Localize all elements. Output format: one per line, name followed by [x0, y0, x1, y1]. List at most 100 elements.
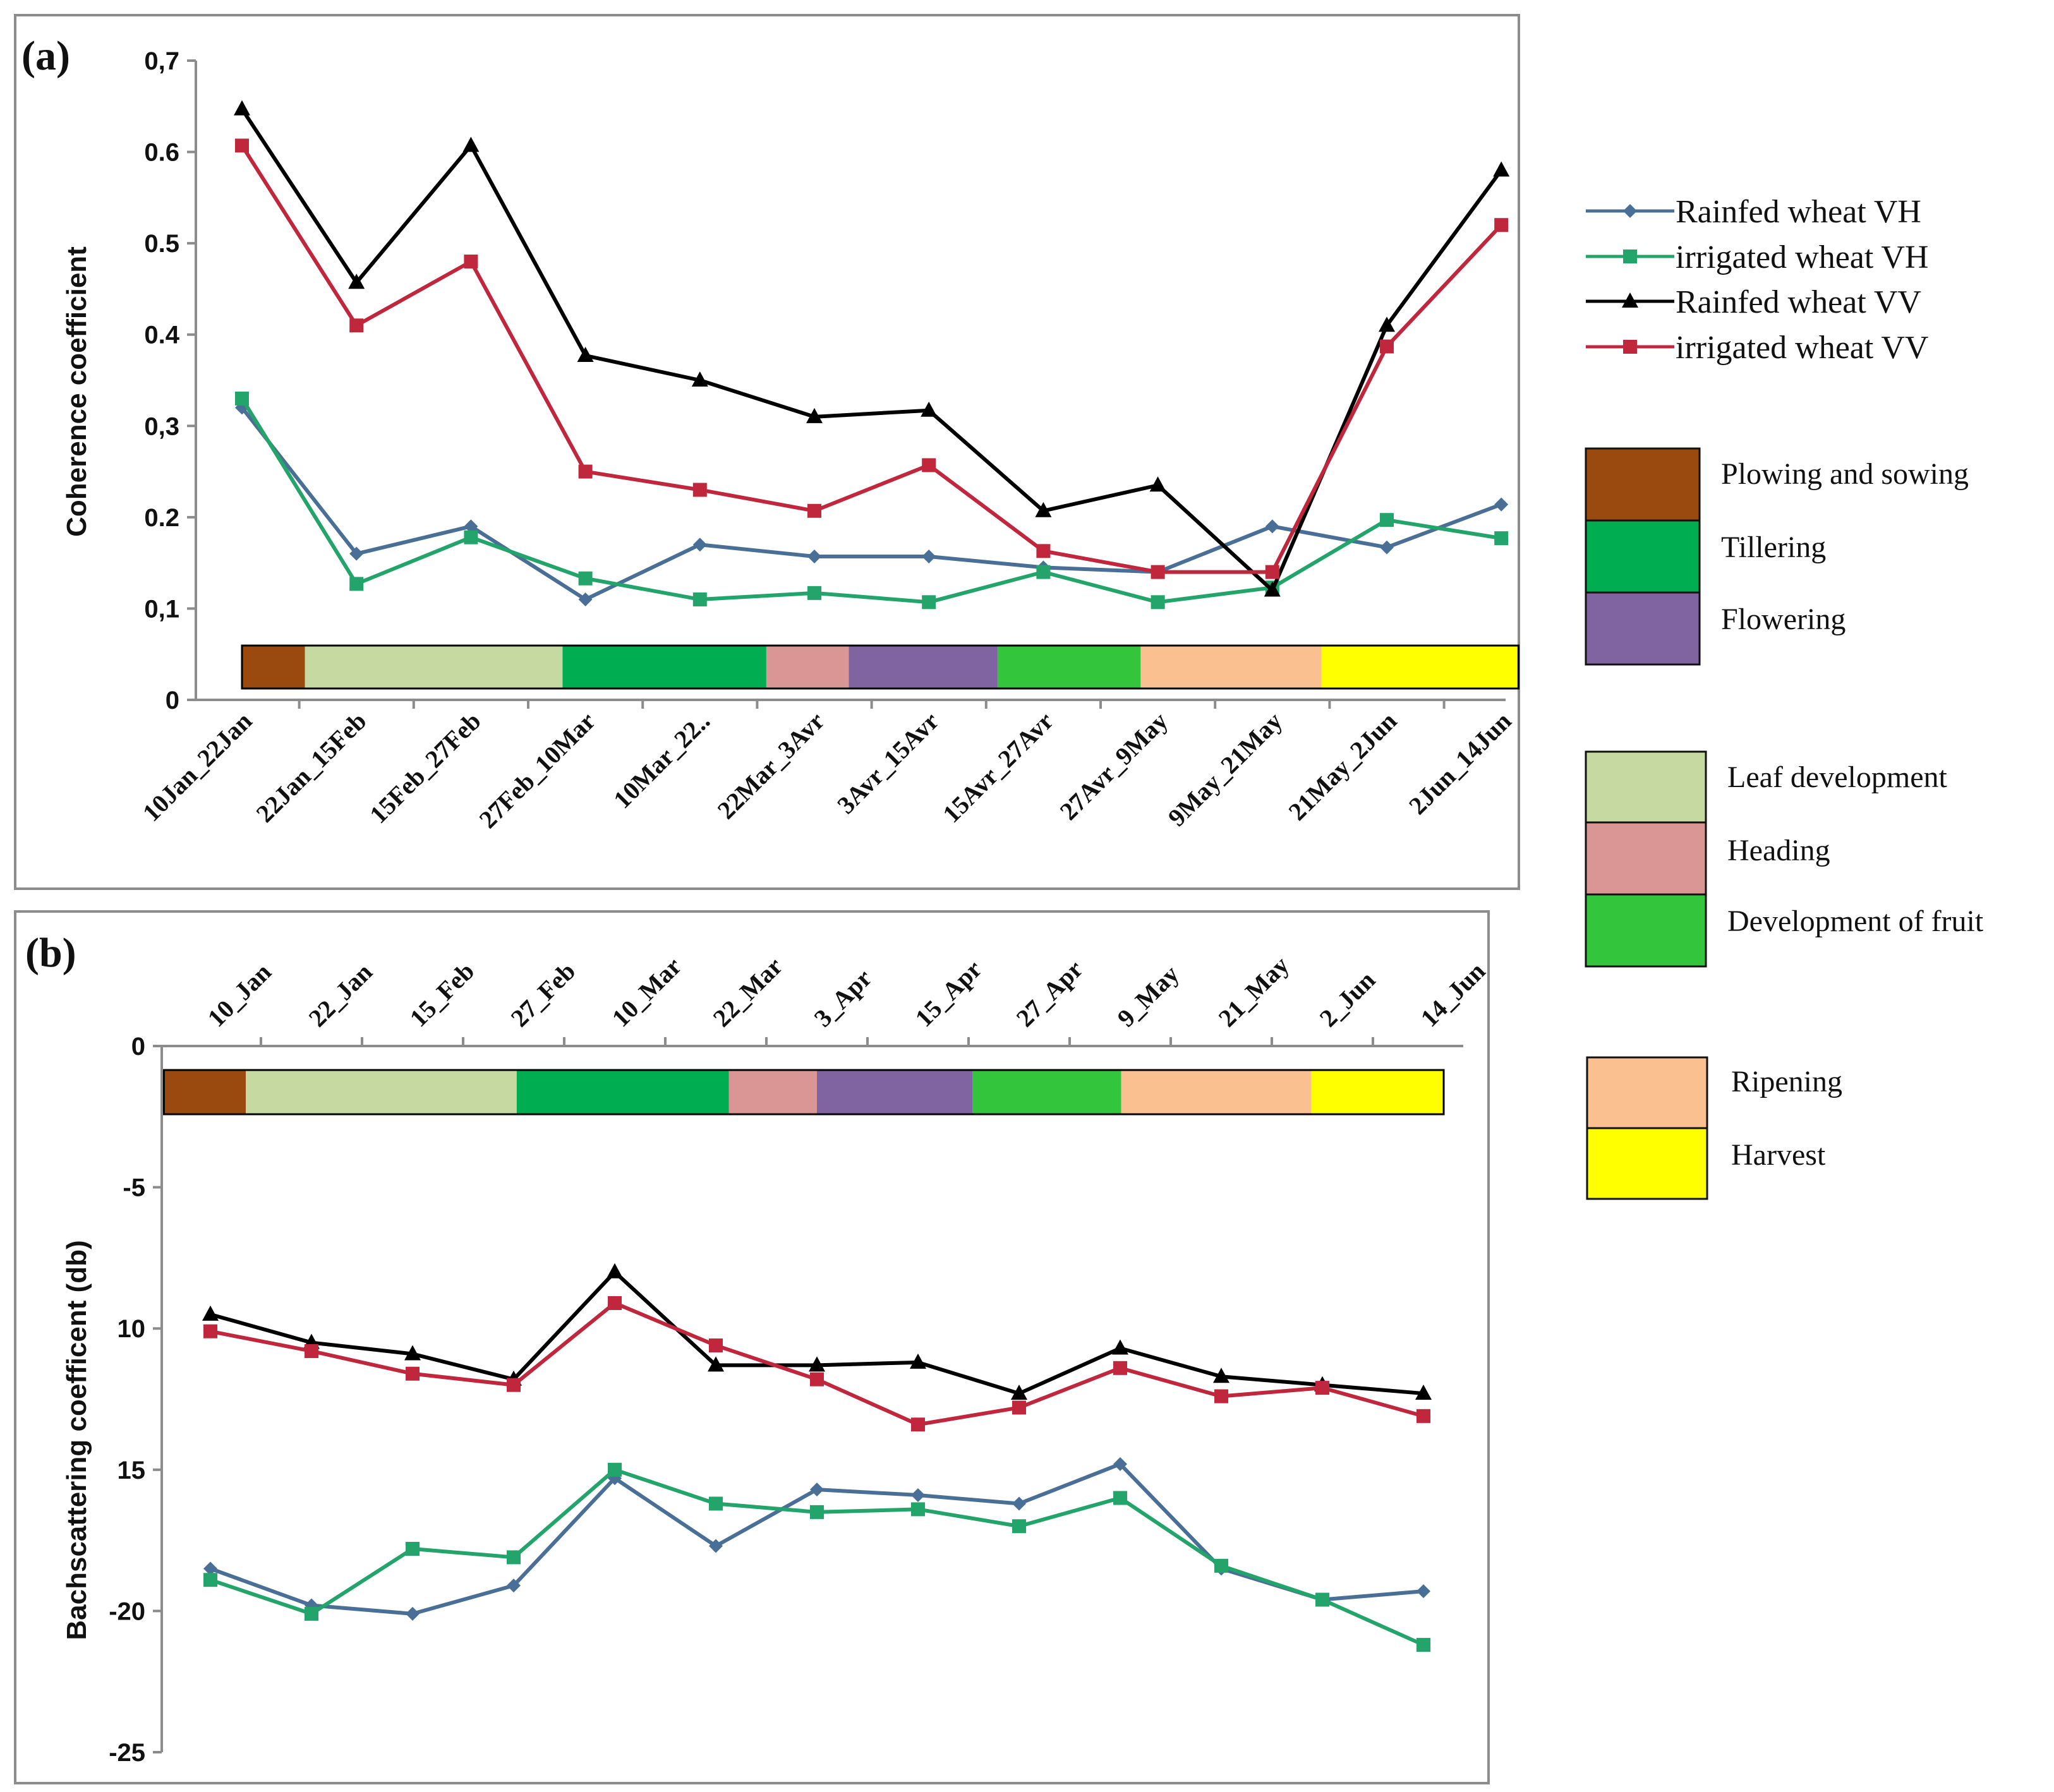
panel-a-point-irrigated-vh	[578, 571, 593, 586]
panel-a-point-irrigated-vv	[578, 464, 593, 479]
panel-a-point-irrigated-vh	[692, 592, 707, 606]
panel-b-point-irrigated-vv	[1012, 1400, 1026, 1415]
legend-marker-irrigated-vv	[1623, 340, 1637, 354]
panel-a-point-irrigated-vh	[922, 595, 936, 610]
stage-swatch-tillering	[1585, 519, 1701, 594]
stage-label-tillering: Tillering	[1721, 531, 1826, 564]
panel-a-y-tick-label: 0,1	[144, 595, 179, 623]
panel-a-stage-bar	[241, 644, 1519, 690]
panel-b-point-irrigated-vv	[1315, 1381, 1329, 1395]
panel-b-y-tick-label: -20	[109, 1597, 145, 1625]
panel-b-label: (b)	[25, 930, 76, 976]
panel-a-stage-stage-flowering	[849, 646, 998, 689]
legend-label-irrigated-vv: irrigated wheat VV	[1676, 330, 1928, 366]
panel-a-y-tick-label: 0.2	[144, 504, 179, 532]
legend-marker-rainfed-vh	[1623, 204, 1637, 218]
panel-a-y-tick-label: 0.5	[144, 230, 179, 258]
panel-a-stage-stage-fruit	[997, 646, 1141, 689]
panel-b-point-irrigated-vh	[305, 1606, 318, 1621]
panel-a-point-rainfed-vh	[349, 546, 364, 561]
panel-a-point-irrigated-vh	[807, 586, 821, 600]
stage-key-tillering: Tillering	[1585, 519, 1826, 594]
panel-b-stage-bar-outline	[162, 1069, 1445, 1115]
panel-a-point-irrigated-vh	[349, 577, 364, 591]
panel-a-y-tick-label: 0,7	[144, 47, 179, 75]
panel-a-point-irrigated-vv	[692, 483, 707, 497]
panel-a-point-rainfed-vv	[921, 401, 938, 417]
panel-b-point-irrigated-vh	[1113, 1491, 1127, 1505]
panel-a-point-rainfed-vv	[348, 274, 365, 289]
panel-b-y-tick-label: 15	[118, 1457, 146, 1484]
panel-b-point-irrigated-vv	[709, 1338, 723, 1353]
panel-a-point-irrigated-vh	[1036, 565, 1051, 579]
panel-a-point-irrigated-vv	[349, 318, 364, 333]
panel-b-point-irrigated-vh	[1417, 1638, 1430, 1652]
panel-b-point-irrigated-vv	[911, 1417, 925, 1432]
panel-a-point-irrigated-vv	[1380, 339, 1394, 354]
panel-a-point-irrigated-vh	[464, 530, 478, 544]
stage-label-plowing: Plowing and sowing	[1721, 457, 1969, 491]
panel-b-point-irrigated-vh	[608, 1462, 622, 1477]
panel-b-stage-stage-plowing	[164, 1070, 246, 1114]
panel-a-point-rainfed-vh	[692, 538, 707, 552]
panel-a-stage-stage-leaf	[305, 646, 563, 689]
stage-swatch-plowing	[1585, 447, 1701, 522]
panel-b-point-rainfed-vh	[203, 1561, 217, 1576]
stage-key-harvest: Harvest	[1586, 1127, 1826, 1200]
panel-b-point-irrigated-vv	[406, 1366, 420, 1381]
panel-b-stage-stage-ripening	[1121, 1070, 1312, 1114]
panel-b-point-rainfed-vh	[1113, 1457, 1127, 1471]
panel-b-point-irrigated-vh	[1012, 1519, 1026, 1534]
panel-a-point-rainfed-vv	[691, 371, 708, 387]
stage-label-flowering: Flowering	[1721, 603, 1846, 636]
panel-b-y-tick-label: -25	[109, 1739, 145, 1767]
panel-a-point-rainfed-vh	[578, 592, 593, 606]
stage-label-ripening: Ripening	[1731, 1065, 1842, 1098]
stage-swatch-harvest	[1586, 1127, 1708, 1200]
panel-b-stage-bar	[162, 1069, 1445, 1115]
panel-b-stage-stage-flowering	[817, 1070, 973, 1114]
panel-a-point-rainfed-vv	[1493, 161, 1510, 177]
legend-label-rainfed-vv: Rainfed wheat VV	[1676, 284, 1921, 320]
panel-b-point-rainfed-vv	[708, 1356, 724, 1372]
stage-swatch-fruit	[1585, 893, 1707, 968]
panel-a-frame	[14, 14, 1520, 890]
panel-b-point-rainfed-vh	[709, 1539, 723, 1553]
panel-b-point-irrigated-vv	[1417, 1409, 1430, 1423]
legend-item-irrigated-vv: irrigated wheat VV	[1586, 330, 1928, 366]
legend-item-rainfed-vv: Rainfed wheat VV	[1586, 284, 1921, 320]
panel-a-stage-stage-ripening	[1140, 646, 1322, 689]
panel-b-series	[202, 1263, 1432, 1652]
panel-a-point-rainfed-vv	[1149, 476, 1166, 492]
panel-b-point-irrigated-vv	[203, 1324, 217, 1338]
legend-marker-rainfed-vv	[1622, 292, 1638, 308]
legend-marker-rainfed-vv	[1622, 292, 1638, 308]
panel-a-point-rainfed-vv	[1035, 502, 1052, 517]
panel-b-point-rainfed-vv	[404, 1345, 421, 1361]
panel-a-y-tick-label: 0.6	[144, 139, 179, 167]
panel-a-point-rainfed-vh	[464, 519, 478, 534]
panel-b-point-irrigated-vh	[406, 1542, 420, 1556]
panel-b-point-rainfed-vv	[1112, 1339, 1128, 1355]
panel-b-stage-stage-leaf	[246, 1070, 517, 1114]
panel-a-point-rainfed-vv	[234, 100, 250, 116]
panel-a-point-irrigated-vv	[464, 255, 478, 269]
panel-b-frame	[14, 910, 1490, 1784]
panel-b-point-rainfed-vv	[1415, 1385, 1432, 1400]
panel-b-point-irrigated-vv	[1113, 1361, 1127, 1375]
panel-b-point-irrigated-vh	[507, 1550, 521, 1565]
panel-b-point-rainfed-vv	[1011, 1385, 1027, 1400]
panel-a-y-tick-label: 0.4	[144, 322, 179, 349]
panel-a-point-irrigated-vh	[1151, 595, 1165, 610]
stage-label-harvest: Harvest	[1731, 1138, 1826, 1172]
panel-a-point-rainfed-vv	[1379, 316, 1395, 332]
panel-a-point-rainfed-vh	[922, 550, 936, 564]
panel-a-point-rainfed-vh	[1494, 497, 1509, 512]
legend-item-rainfed-vh: Rainfed wheat VH	[1586, 194, 1921, 230]
panel-b-y-tick-label: 0	[131, 1033, 145, 1061]
panel-b-point-irrigated-vh	[203, 1573, 217, 1587]
panel-a-stage-stage-heading	[766, 646, 849, 689]
panel-a-point-rainfed-vh	[1380, 540, 1394, 555]
panel-b-point-rainfed-vh	[1012, 1496, 1026, 1511]
